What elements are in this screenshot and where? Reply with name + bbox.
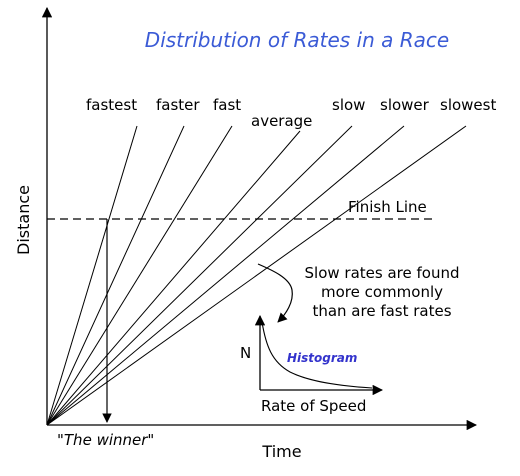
rate-line-average	[46, 130, 301, 426]
rate-label-faster: faster	[156, 96, 200, 114]
rate-line-fast	[46, 125, 233, 426]
rate-label-fastest: fastest	[86, 96, 137, 114]
rate-line-fastest	[46, 125, 138, 426]
annotation-arrow	[257, 263, 293, 323]
histogram-curve	[261, 321, 373, 389]
histogram-inset: N Histogram Rate of Speed	[240, 314, 384, 415]
rate-line-faster	[46, 125, 185, 426]
diagram-title: Distribution of Rates in a Race	[145, 28, 449, 52]
annotation-line-1: Slow rates are found	[305, 264, 460, 282]
rate-labels: fastest faster fast average slow slower …	[86, 96, 496, 130]
rate-label-fast: fast	[213, 96, 241, 114]
histogram-y-label: N	[240, 344, 251, 362]
rate-lines	[46, 125, 467, 426]
finish-line-label: Finish Line	[348, 198, 427, 216]
winner-label: "The winner"	[57, 431, 154, 449]
annotation-line-2: more commonly	[321, 283, 443, 301]
histogram-title: Histogram	[287, 351, 357, 365]
time-axis-label: Time	[261, 442, 301, 461]
rate-line-slow	[46, 125, 353, 426]
distance-axis-label: Distance	[14, 185, 33, 255]
rate-line-slowest	[46, 125, 467, 426]
annotation-line-3: than are fast rates	[312, 302, 451, 320]
rate-label-slow: slow	[332, 96, 365, 114]
rate-label-slower: slower	[380, 96, 430, 114]
rate-label-average: average	[251, 112, 312, 130]
histogram-x-label: Rate of Speed	[261, 397, 366, 415]
rate-label-slowest: slowest	[440, 96, 496, 114]
annotation: Slow rates are found more commonly than …	[305, 264, 460, 320]
